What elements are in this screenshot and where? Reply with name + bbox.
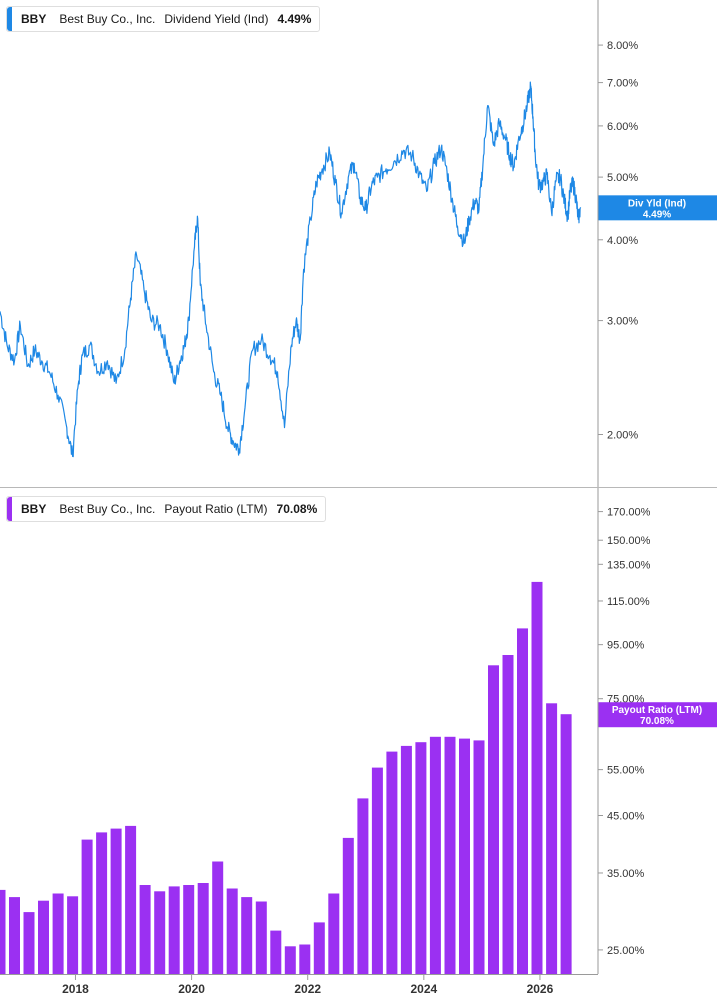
payout-bar	[415, 742, 427, 974]
yield-value-tag	[598, 195, 717, 221]
payout-tag-line1: Payout Ratio (LTM)	[612, 705, 702, 716]
payout-bar	[473, 740, 485, 974]
yield-y-tick-label: 5.00%	[607, 172, 638, 184]
payout-y-tick-label: 115.00%	[607, 596, 650, 608]
payout-panel: 170.00%150.00%135.00%115.00%95.00%75.00%…	[0, 507, 717, 996]
payout-y-tick-label: 135.00%	[607, 559, 651, 571]
payout-legend-company: Best Buy Co., Inc.	[59, 502, 156, 516]
yield-tag-line2: 4.49%	[643, 209, 671, 220]
payout-bar	[517, 628, 528, 974]
dividend-yield-series-line	[0, 81, 582, 458]
payout-value-tag	[598, 702, 717, 728]
payout-legend-value: 70.08%	[276, 502, 318, 516]
payout-bar	[357, 798, 369, 974]
payout-bar	[546, 703, 558, 974]
payout-legend[interactable]: BBY Best Buy Co., Inc. Payout Ratio (LTM…	[6, 496, 327, 522]
payout-bar	[96, 832, 108, 974]
payout-bar	[38, 900, 49, 974]
yield-legend-ticker: BBY	[21, 12, 47, 26]
payout-y-tick-label: 150.00%	[607, 535, 651, 547]
x-tick-label: 2022	[294, 982, 321, 996]
yield-legend-value: 4.49%	[277, 12, 312, 26]
payout-bar	[168, 886, 180, 974]
payout-bar	[255, 901, 267, 974]
payout-bar	[52, 893, 64, 974]
yield-y-tick-label: 6.00%	[607, 121, 638, 133]
payout-bar	[270, 930, 282, 974]
yield-y-tick-label: 8.00%	[607, 40, 638, 52]
payout-bar	[226, 888, 238, 974]
payout-bar	[154, 891, 166, 974]
yield-tag-line1: Div Yld (Ind)	[628, 198, 686, 209]
yield-y-tick-label: 4.00%	[607, 235, 638, 247]
payout-bar	[371, 767, 383, 974]
yield-y-tick-label: 2.00%	[607, 429, 638, 441]
payout-bar	[488, 665, 499, 974]
payout-bar	[0, 889, 6, 974]
payout-bar	[400, 745, 412, 974]
payout-bar	[110, 828, 122, 974]
payout-y-tick-label: 95.00%	[607, 640, 645, 652]
payout-bar	[212, 861, 224, 974]
payout-bar	[81, 839, 93, 974]
payout-bar	[67, 896, 79, 974]
payout-bar	[386, 751, 398, 974]
yield-y-tick-label: 7.00%	[607, 78, 638, 90]
payout-bar	[459, 738, 470, 974]
x-tick-label: 2018	[62, 982, 89, 996]
payout-bar	[197, 883, 209, 974]
payout-y-tick-label: 170.00%	[607, 507, 651, 519]
yield-legend-company: Best Buy Co., Inc.	[59, 12, 156, 26]
payout-bar	[342, 837, 354, 974]
payout-bar	[429, 736, 441, 974]
payout-y-tick-label: 45.00%	[607, 811, 645, 823]
x-tick-label: 2026	[527, 982, 554, 996]
payout-bar	[502, 655, 514, 974]
payout-bar	[444, 736, 456, 974]
payout-bar	[560, 714, 572, 974]
payout-y-tick-label: 55.00%	[607, 765, 645, 777]
payout-bar	[299, 944, 311, 974]
payout-bar	[183, 885, 195, 974]
payout-tag-line2: 70.08%	[640, 716, 674, 727]
payout-bar	[531, 581, 543, 974]
payout-bar	[125, 825, 137, 974]
yield-legend[interactable]: BBY Best Buy Co., Inc. Dividend Yield (I…	[6, 6, 321, 32]
payout-bar	[9, 897, 20, 974]
yield-panel: 8.00% 7.00% 6.00% 5.00% 4.00% 3.00% 2.00% Div Y…	[0, 40, 717, 458]
payout-bar	[313, 922, 325, 974]
payout-bar	[23, 912, 35, 974]
payout-bar	[241, 897, 253, 974]
payout-legend-swatch	[7, 497, 12, 521]
payout-y-tick-label: 25.00%	[607, 945, 645, 957]
payout-bar	[139, 885, 151, 974]
payout-bar	[284, 946, 296, 974]
x-tick-label: 2020	[178, 982, 205, 996]
yield-legend-metric: Dividend Yield (Ind)	[164, 12, 269, 26]
payout-bar	[328, 893, 340, 974]
payout-legend-metric: Payout Ratio (LTM)	[164, 502, 268, 516]
payout-y-tick-label: 35.00%	[607, 868, 645, 880]
x-tick-label: 2024	[410, 982, 437, 996]
yield-legend-swatch	[7, 7, 12, 31]
yield-y-tick-label: 3.00%	[607, 316, 638, 328]
payout-legend-ticker: BBY	[21, 502, 47, 516]
